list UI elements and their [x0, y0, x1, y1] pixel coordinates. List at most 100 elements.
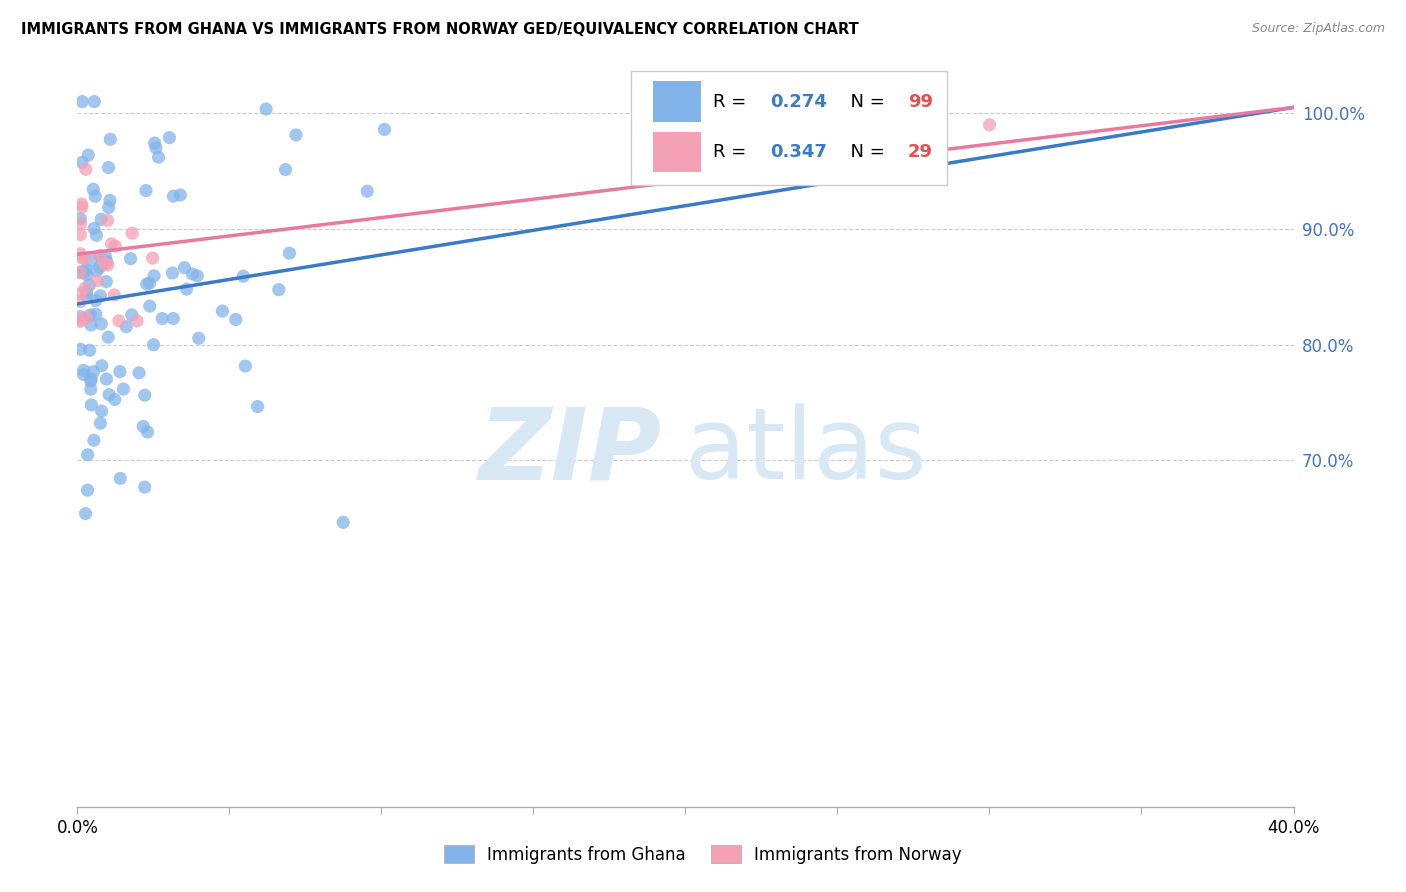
Point	[84, 189, 107, 203]
Text: atlas: atlas	[686, 403, 927, 500]
Text: 0.347: 0.347	[770, 143, 828, 161]
Point	[77, 148, 100, 162]
Point	[97, 258, 120, 272]
Point	[373, 122, 395, 136]
Point	[186, 268, 208, 283]
Point	[135, 184, 157, 198]
Point	[112, 382, 135, 396]
Point	[128, 366, 150, 380]
Point	[72, 363, 94, 377]
Point	[232, 269, 254, 284]
Point	[69, 312, 91, 326]
Point	[103, 288, 125, 302]
Text: R =: R =	[713, 93, 752, 111]
Point	[108, 314, 131, 328]
Point	[135, 277, 157, 292]
Point	[181, 267, 204, 281]
Point	[120, 252, 142, 266]
FancyBboxPatch shape	[631, 70, 946, 186]
Point	[79, 343, 101, 358]
Point	[267, 283, 290, 297]
Point	[70, 200, 93, 214]
Point	[162, 311, 184, 326]
Point	[150, 311, 173, 326]
Point	[211, 304, 233, 318]
Point	[76, 483, 98, 497]
Point	[162, 189, 184, 203]
Text: N =: N =	[838, 93, 890, 111]
Point	[75, 507, 97, 521]
Point	[100, 236, 122, 251]
Point	[79, 278, 101, 293]
Point	[246, 400, 269, 414]
Text: R =: R =	[713, 143, 752, 161]
Point	[97, 161, 120, 175]
Text: Source: ZipAtlas.com: Source: ZipAtlas.com	[1251, 22, 1385, 36]
Point	[73, 252, 96, 266]
Point	[139, 299, 162, 313]
Point	[73, 265, 96, 279]
Point	[69, 286, 91, 301]
FancyBboxPatch shape	[652, 81, 702, 122]
Text: 0.274: 0.274	[770, 93, 828, 111]
Point	[83, 434, 105, 448]
Point	[108, 365, 131, 379]
Point	[110, 471, 132, 485]
Point	[89, 249, 111, 263]
Point	[72, 368, 94, 382]
Point	[69, 217, 91, 231]
Point	[169, 188, 191, 202]
Point	[69, 246, 91, 260]
Point	[98, 387, 121, 401]
Point	[187, 331, 209, 345]
Point	[98, 194, 121, 208]
Point	[84, 307, 107, 321]
Point	[75, 162, 97, 177]
Point	[96, 275, 118, 289]
Point	[80, 318, 103, 332]
Point	[69, 265, 91, 279]
Point	[121, 226, 143, 240]
Point	[225, 312, 247, 326]
Point	[157, 130, 180, 145]
Legend: Immigrants from Ghana, Immigrants from Norway: Immigrants from Ghana, Immigrants from N…	[437, 838, 969, 871]
Point	[86, 228, 108, 243]
Point	[274, 162, 297, 177]
Text: N =: N =	[838, 143, 890, 161]
Point	[82, 365, 104, 379]
Point	[97, 201, 120, 215]
Point	[90, 359, 112, 373]
Point	[83, 95, 105, 109]
Point	[96, 255, 118, 269]
Text: ZIP: ZIP	[478, 403, 661, 500]
Point	[76, 310, 98, 325]
Point	[142, 337, 165, 351]
Point	[80, 253, 103, 268]
Point	[69, 211, 91, 226]
Point	[69, 343, 91, 357]
Point	[89, 249, 111, 263]
Point	[89, 260, 111, 275]
Point	[233, 359, 256, 373]
Point	[90, 404, 112, 418]
Point	[90, 317, 112, 331]
Point	[93, 257, 115, 271]
Point	[96, 372, 118, 386]
Point	[80, 374, 103, 388]
Point	[84, 293, 107, 308]
Point	[145, 141, 167, 155]
Point	[136, 425, 159, 439]
Point	[134, 388, 156, 402]
Point	[76, 448, 98, 462]
Point	[70, 155, 93, 169]
Point	[332, 516, 354, 530]
Point	[138, 276, 160, 290]
Point	[69, 266, 91, 280]
Point	[80, 382, 103, 396]
Point	[143, 268, 166, 283]
Point	[979, 118, 1001, 132]
FancyBboxPatch shape	[652, 132, 702, 172]
Point	[254, 102, 277, 116]
Point	[97, 213, 120, 227]
Point	[127, 314, 149, 328]
